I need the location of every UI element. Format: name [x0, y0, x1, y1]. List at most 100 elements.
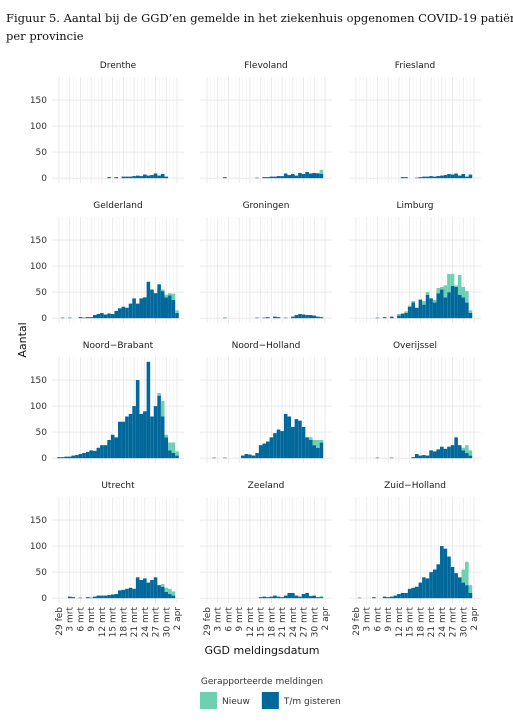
bar	[255, 452, 259, 459]
bar	[415, 586, 419, 599]
bar	[312, 445, 317, 459]
bar	[85, 597, 90, 599]
bar	[425, 292, 430, 295]
bar	[107, 439, 111, 459]
bar	[168, 442, 172, 451]
bar	[223, 457, 227, 459]
bar	[418, 177, 423, 179]
x-tick-label: 30 mrt	[310, 607, 320, 638]
bar	[422, 176, 426, 179]
bar	[404, 592, 408, 599]
bar	[60, 457, 65, 459]
bar	[305, 437, 309, 459]
bar	[168, 295, 172, 319]
bar	[223, 317, 227, 319]
x-tick-label: 27 mrt	[152, 607, 162, 638]
bar	[103, 445, 108, 459]
panel-title: Overijssel	[393, 341, 437, 351]
bar	[160, 291, 165, 319]
bar	[436, 176, 441, 179]
y-tick-label: 0	[41, 454, 47, 464]
bar	[273, 433, 277, 459]
bar	[262, 596, 266, 599]
bar	[92, 450, 97, 459]
bar	[110, 594, 115, 599]
bar	[400, 314, 405, 319]
bar	[132, 176, 136, 179]
bar	[393, 595, 398, 599]
bar	[319, 596, 324, 598]
bar	[157, 585, 161, 599]
bar	[461, 569, 466, 583]
bar	[164, 297, 169, 319]
bar	[450, 273, 455, 286]
bar	[118, 590, 122, 599]
y-axis-title: Aantal	[16, 322, 29, 357]
bar	[425, 176, 430, 179]
bar	[150, 579, 154, 599]
bar	[312, 315, 317, 319]
bar	[425, 578, 430, 599]
bar	[78, 597, 83, 599]
bar	[291, 426, 295, 459]
bar	[283, 317, 288, 319]
bar	[461, 297, 466, 319]
bar	[280, 176, 284, 179]
bar	[465, 176, 469, 179]
bar	[157, 393, 161, 396]
x-tick-label: 6 mrt	[76, 607, 86, 632]
bar	[443, 285, 448, 298]
x-tick-label: 6 mrt	[373, 607, 383, 632]
bar	[132, 588, 136, 599]
panel-title: Limburg	[397, 201, 434, 211]
bar	[100, 312, 104, 319]
bar	[461, 174, 466, 179]
bar	[454, 286, 458, 319]
bar	[212, 457, 216, 459]
bar	[135, 303, 140, 319]
bar	[100, 445, 104, 459]
bar	[440, 289, 444, 319]
bar	[468, 455, 473, 459]
bar	[447, 292, 451, 319]
x-tick-label: 21 mrt	[278, 607, 288, 638]
panel-title: Zeeland	[248, 481, 285, 491]
bar	[468, 175, 473, 179]
bar	[436, 564, 441, 599]
chart-title: Figuur 5. Aantal bij de GGD’en gemelde i…	[6, 11, 513, 25]
bar	[135, 380, 140, 459]
bar	[294, 595, 299, 599]
bar	[266, 441, 270, 459]
panel-title: Zuid−Holland	[384, 481, 446, 491]
bar	[287, 592, 292, 599]
x-tick-label: 15 mrt	[406, 607, 416, 638]
bar	[432, 451, 437, 459]
x-tick-label: 3 mrt	[66, 607, 76, 632]
bar	[316, 316, 320, 319]
bar	[175, 312, 179, 319]
x-tick-label: 12 mrt	[246, 607, 256, 638]
bar	[114, 437, 118, 459]
bar	[135, 175, 140, 179]
bar	[440, 175, 444, 179]
bar	[308, 439, 313, 459]
bar	[146, 281, 151, 319]
bar	[121, 306, 126, 319]
x-tick-label: 27 mrt	[300, 607, 310, 638]
bar	[447, 273, 451, 293]
bar	[175, 451, 179, 456]
bar	[223, 177, 227, 179]
bar	[132, 298, 136, 319]
y-tick-label: 150	[30, 516, 47, 526]
bar	[258, 445, 263, 459]
bar	[121, 589, 126, 599]
x-tick-label: 12 mrt	[395, 607, 405, 638]
bar	[150, 416, 154, 459]
panel-title: Friesland	[395, 61, 435, 71]
bar	[85, 451, 90, 459]
y-tick-label: 150	[30, 376, 47, 386]
bar	[103, 595, 108, 599]
bar	[110, 434, 115, 459]
x-tick-label: 27 mrt	[449, 607, 459, 638]
x-tick-label: 18 mrt	[416, 607, 426, 638]
